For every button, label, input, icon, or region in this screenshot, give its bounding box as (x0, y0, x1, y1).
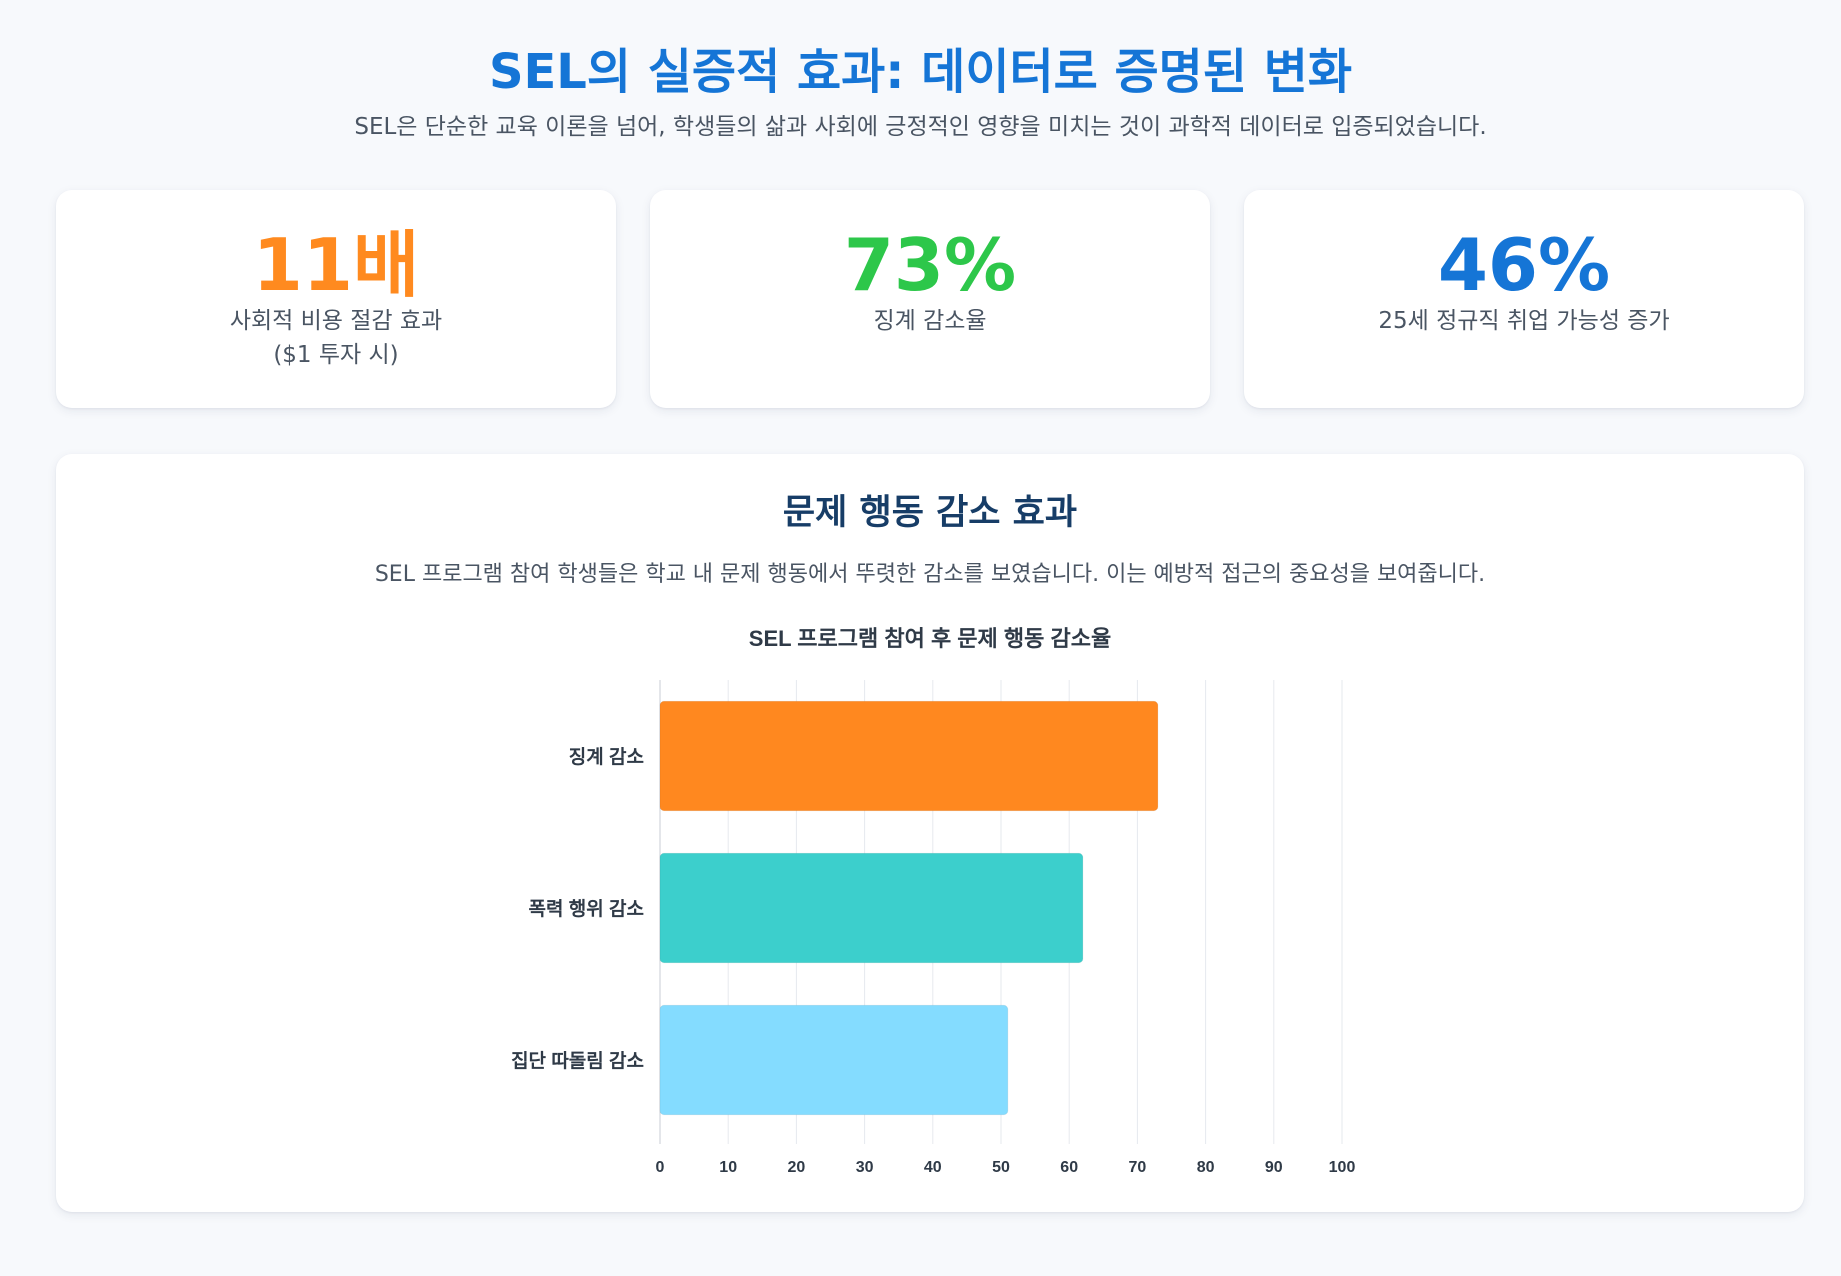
chart-card: 문제 행동 감소 효과 SEL 프로그램 참여 학생들은 학교 내 문제 행동에… (56, 454, 1804, 1212)
section-description: SEL 프로그램 참여 학생들은 학교 내 문제 행동에서 뚜렷한 감소를 보였… (374, 562, 1486, 587)
stat-value: 46% (1437, 223, 1611, 307)
stat-card-cost-savings: 11배 사회적 비용 절감 효과 ($1 투자 시) (56, 190, 616, 408)
x-tick-label: 80 (1197, 1159, 1215, 1176)
x-tick-label: 0 (656, 1159, 665, 1176)
x-tick-label: 40 (924, 1159, 942, 1176)
bar-1 (659, 700, 1159, 812)
x-tick-label: 100 (1329, 1159, 1356, 1176)
chart-title: SEL 프로그램 참여 후 문제 행동 감소율 (749, 626, 1111, 651)
x-tick-label: 70 (1129, 1159, 1147, 1176)
section-title: 문제 행동 감소 효과 (782, 493, 1078, 533)
x-tick-label: 10 (719, 1159, 737, 1176)
bars (659, 700, 1159, 1116)
page-title: SEL의 실증적 효과: 데이터로 증명된 변화 (488, 44, 1353, 100)
stat-label: 25세 정규직 취업 가능성 증가 (1378, 308, 1670, 334)
x-tick-label: 30 (856, 1159, 874, 1176)
category-label: 집단 따돌림 감소 (511, 1050, 644, 1072)
stat-card-discipline: 73% 징계 감소율 (650, 190, 1210, 408)
stat-card-employment: 46% 25세 정규직 취업 가능성 증가 (1244, 190, 1804, 408)
bar-2 (659, 852, 1084, 964)
bar-3 (659, 1004, 1009, 1116)
stat-label: 사회적 비용 절감 효과 ($1 투자 시) (229, 308, 443, 368)
x-tick-label: 20 (788, 1159, 806, 1176)
x-tick-label: 60 (1060, 1159, 1078, 1176)
page-subtitle: SEL은 단순한 교육 이론을 넘어, 학생들의 삶과 사회에 긍정적인 영향을… (354, 114, 1487, 140)
category-label: 징계 감소 (569, 746, 644, 768)
stat-value: 73% (843, 223, 1017, 307)
stat-label: 징계 감소율 (873, 308, 987, 334)
x-tick-label: 50 (992, 1159, 1010, 1176)
stat-value: 11배 (252, 223, 420, 307)
category-label: 폭력 행위 감소 (529, 898, 644, 920)
x-tick-label: 90 (1265, 1159, 1283, 1176)
x-axis-ticks: 0 10 20 30 40 50 60 70 80 90 100 (656, 1159, 1356, 1176)
